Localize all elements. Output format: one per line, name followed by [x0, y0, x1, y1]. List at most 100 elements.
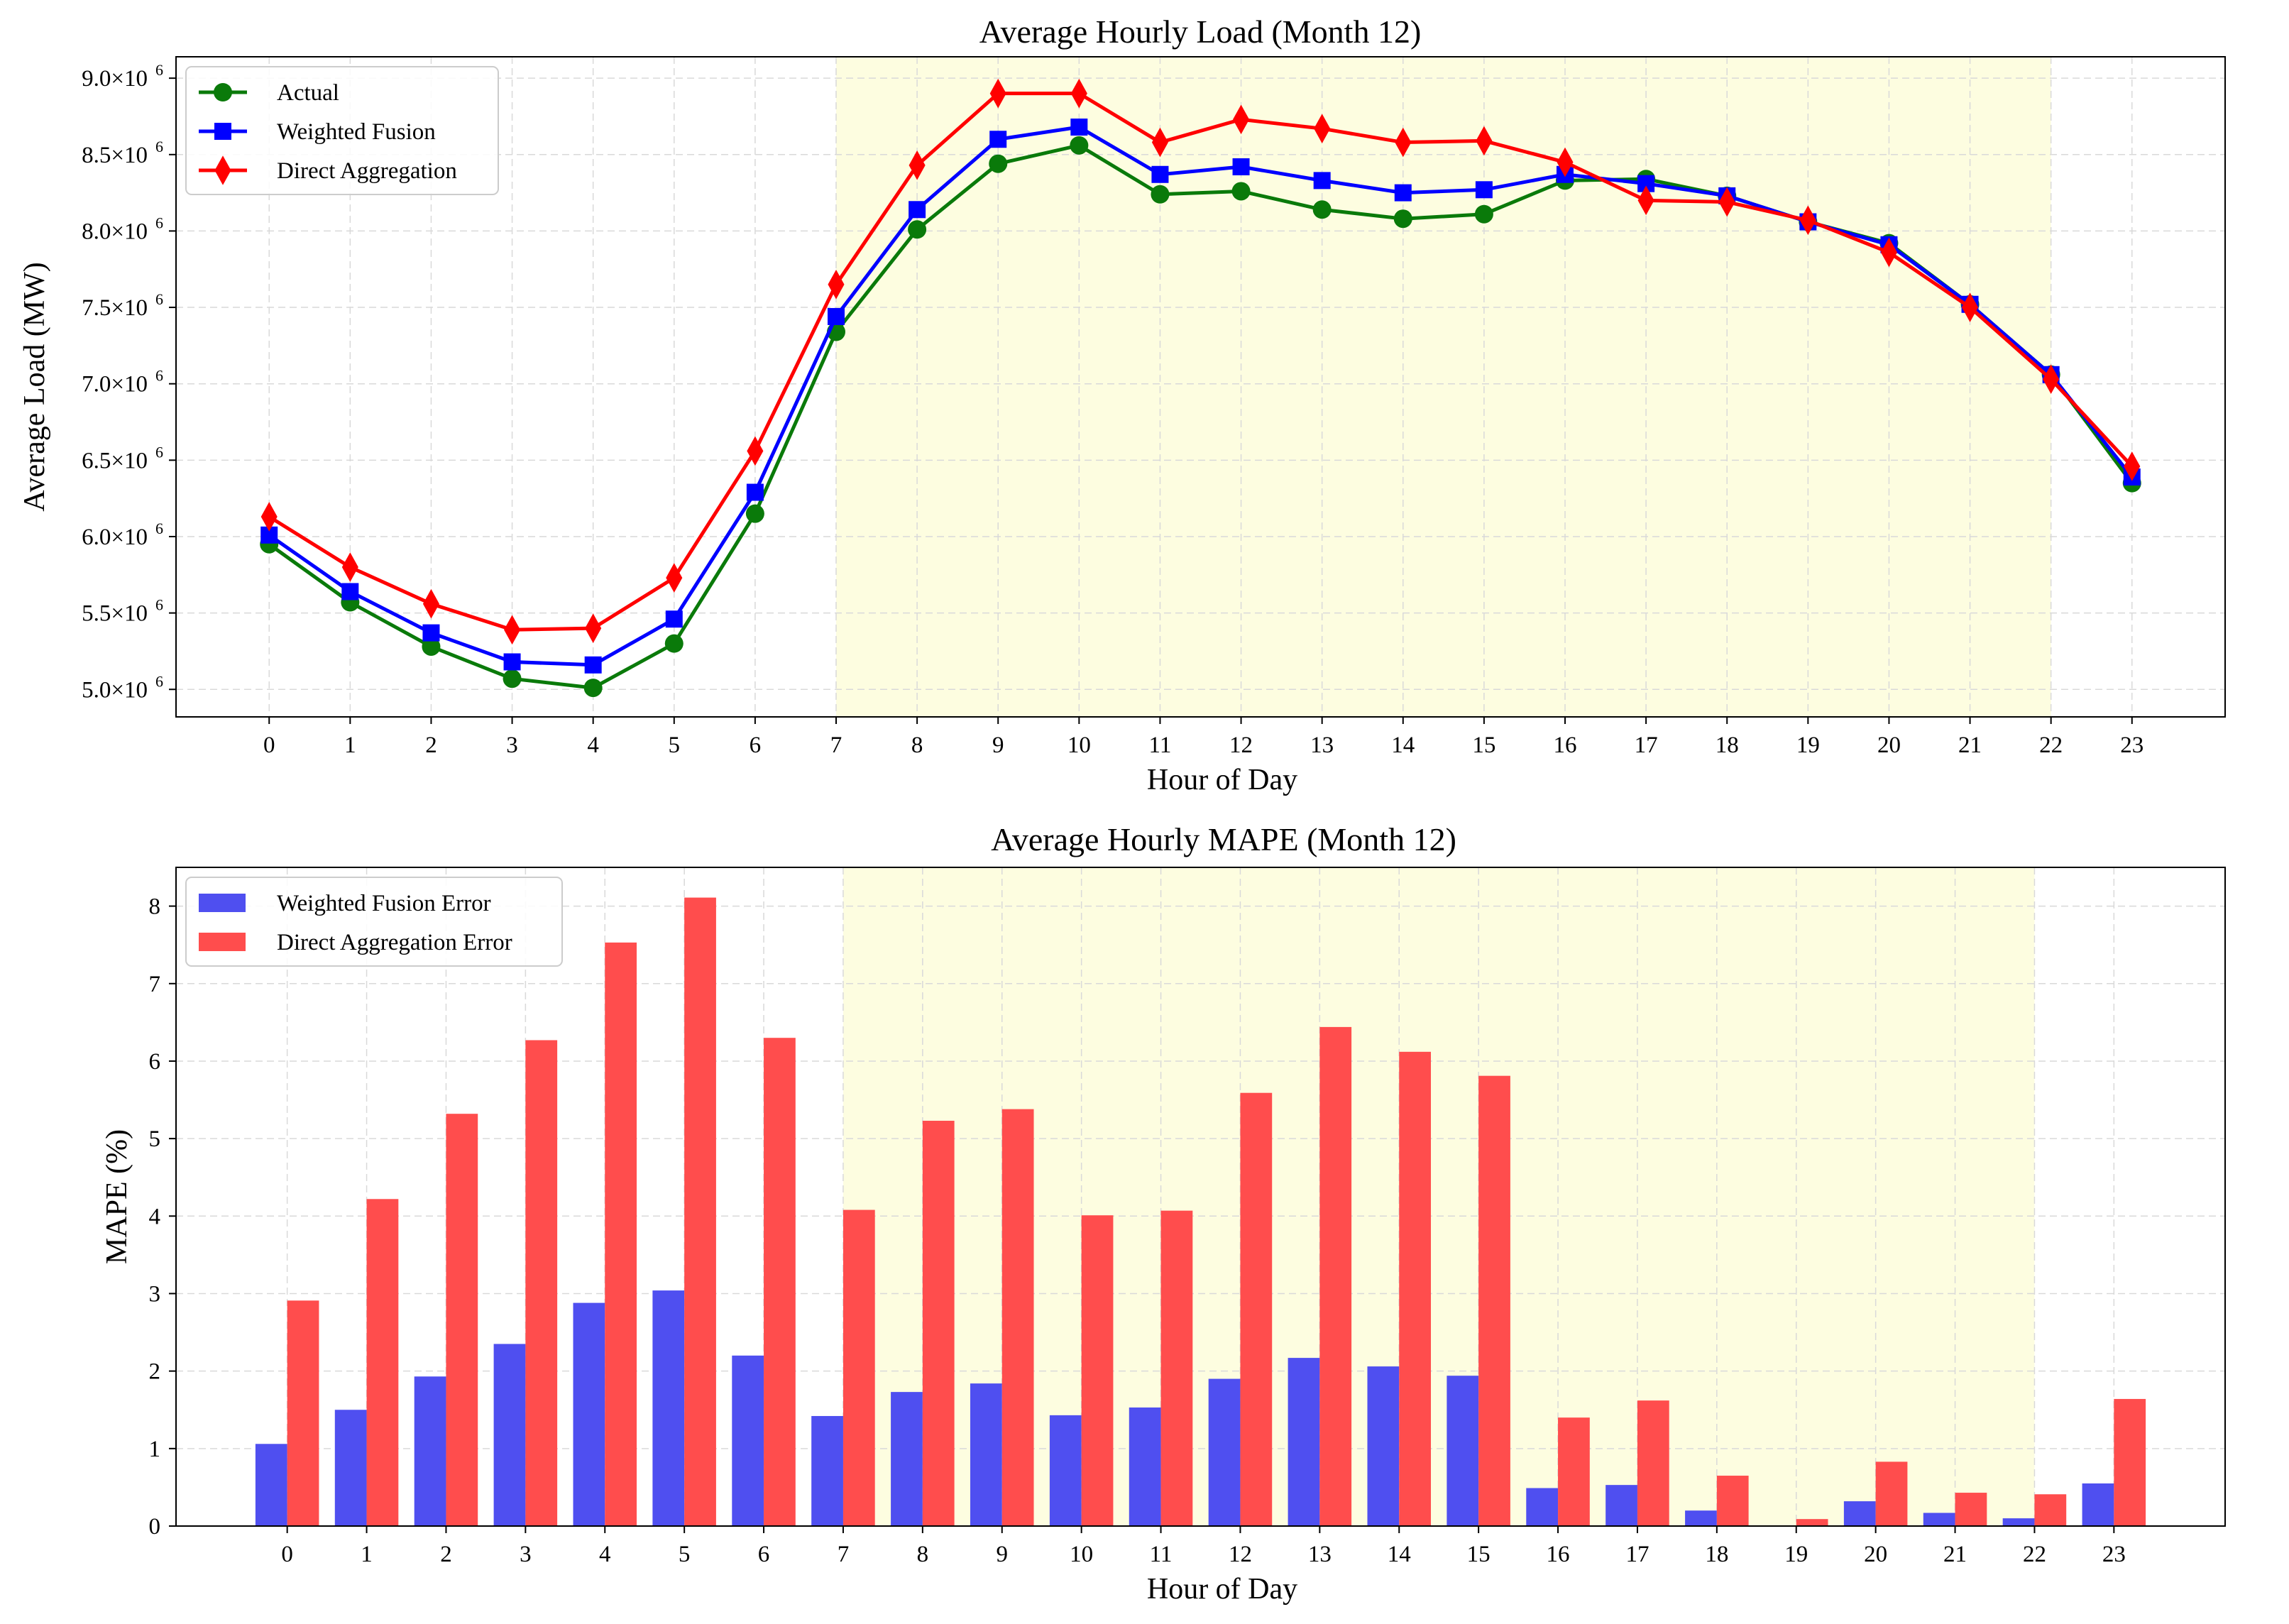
x-tick-label: 13: [1310, 733, 1334, 758]
y-tick-label: 9.0×10: [82, 66, 148, 92]
bar-series-1: [2034, 1494, 2067, 1526]
bar-series-1: [1081, 1215, 1114, 1526]
y-tick-exponent: 6: [155, 596, 163, 614]
series-1-point: [909, 201, 926, 219]
bar-series-0: [1367, 1366, 1400, 1526]
series-2-point: [989, 78, 1006, 109]
x-tick-label: 6: [750, 733, 762, 758]
x-tick-label: 7: [838, 1542, 850, 1567]
x-tick-label: 16: [1553, 733, 1576, 758]
load-chart-grid: [176, 57, 2225, 717]
bar-series-0: [255, 1444, 287, 1526]
series-line-2: [268, 92, 2134, 632]
bar-series-0: [1288, 1358, 1320, 1526]
x-tick-label: 10: [1070, 1542, 1093, 1567]
load-line-chart: 0 1 2 3 4 5 6 7 8 9 10 11 12 13 14 15 16 17 18 19 20 21 22 23 5…: [18, 13, 2226, 796]
bar-series-0: [891, 1392, 923, 1526]
bar-series-1: [684, 897, 716, 1526]
bar-series-0: [1526, 1488, 1559, 1526]
series-2-point: [2124, 451, 2141, 481]
y-tick-exponent: 6: [155, 290, 163, 308]
bar-series-1: [287, 1300, 319, 1526]
y-tick-label: 3: [149, 1281, 161, 1307]
series-1-point: [422, 624, 440, 642]
x-tick-label: 18: [1705, 1542, 1728, 1567]
bar-series-0: [1447, 1376, 1479, 1526]
bar-series-0: [1208, 1378, 1241, 1526]
mape-chart-y-label: MAPE (%): [101, 1129, 133, 1264]
y-tick-label: 7.0×10: [82, 372, 148, 397]
series-2-point: [504, 615, 521, 645]
bar-series-1: [764, 1038, 796, 1526]
series-0-point: [1151, 185, 1170, 204]
bar-series-1: [1796, 1519, 1828, 1526]
bar-series-1: [1637, 1400, 1669, 1526]
bar-series-1: [1240, 1092, 1273, 1526]
series-2-point: [341, 552, 358, 582]
series-0-point: [583, 679, 603, 698]
x-tick-label: 4: [587, 733, 599, 758]
x-tick-label: 14: [1391, 733, 1415, 758]
legend-marker-1: [214, 123, 231, 140]
bar-series-1: [366, 1199, 399, 1526]
x-tick-label: 11: [1150, 1542, 1173, 1567]
x-tick-label: 9: [992, 733, 1004, 758]
bar-series-1: [842, 1209, 875, 1526]
bar-series-0: [652, 1290, 685, 1526]
x-tick-label: 22: [2023, 1542, 2046, 1567]
x-tick-label: 0: [263, 733, 275, 758]
bar-series-0: [1843, 1501, 1876, 1526]
x-tick-label: 15: [1472, 733, 1495, 758]
x-tick-label: 20: [1864, 1542, 1887, 1567]
legend-label-1: Weighted Fusion: [277, 119, 436, 145]
legend-swatch-0: [199, 894, 246, 912]
mape-chart-y-ticks: 0 1 2 3 4 5 6 7 8: [149, 894, 176, 1540]
bar-series-1: [1955, 1493, 1987, 1526]
x-tick-label: 12: [1229, 733, 1253, 758]
bar-series-1: [1875, 1461, 1908, 1526]
x-tick-label: 22: [2039, 733, 2063, 758]
bar-series-0: [414, 1376, 446, 1526]
x-tick-label: 23: [2102, 1542, 2126, 1567]
bar-series-1: [1478, 1075, 1510, 1526]
bar-series-0: [1685, 1510, 1717, 1526]
legend-box: [185, 66, 499, 195]
x-tick-label: 1: [344, 733, 356, 758]
y-tick-label: 4: [149, 1204, 161, 1229]
series-2-point: [1637, 185, 1654, 216]
series-1-point: [665, 610, 683, 628]
x-tick-label: 4: [599, 1542, 611, 1567]
legend-marker-0: [214, 83, 232, 102]
series-2-point: [1718, 187, 1735, 217]
series-0-point: [1312, 200, 1332, 219]
y-tick-label: 8.5×10: [82, 143, 148, 168]
x-tick-label: 1: [361, 1542, 373, 1567]
bar-series-1: [1001, 1109, 1034, 1526]
bar-series-0: [493, 1344, 526, 1526]
series-0-point: [989, 154, 1008, 173]
load-chart-title: Average Hourly Load (Month 12): [979, 13, 1422, 50]
y-tick-label: 7: [149, 972, 161, 997]
bar-series-0: [1605, 1485, 1637, 1526]
series-1-point: [1232, 158, 1250, 175]
y-tick-label: 1: [149, 1437, 161, 1462]
mape-bar-chart: 0 1 2 3 4 5 6 7 8 9 10 11 12 13 14 15 16 17 18 19 20 21 22 23 0…: [101, 821, 2226, 1606]
series-0-point: [1393, 209, 1412, 229]
series-1-point: [1313, 172, 1331, 190]
series-1-point: [1637, 175, 1655, 192]
bar-series-1: [525, 1040, 558, 1526]
x-tick-label: 21: [1958, 733, 1982, 758]
series-1-point: [1475, 181, 1493, 199]
series-2-point: [2043, 364, 2060, 395]
series-2-point: [1880, 237, 1897, 268]
bar-series-0: [1923, 1513, 1955, 1526]
bar-series-0: [2002, 1518, 2035, 1526]
series-0-point: [1474, 204, 1493, 224]
series-1-point: [1151, 165, 1169, 183]
series-2-point: [585, 613, 602, 643]
x-tick-label: 10: [1067, 733, 1091, 758]
x-tick-label: 18: [1716, 733, 1739, 758]
bar-series-0: [970, 1383, 1002, 1526]
x-tick-label: 7: [830, 733, 842, 758]
